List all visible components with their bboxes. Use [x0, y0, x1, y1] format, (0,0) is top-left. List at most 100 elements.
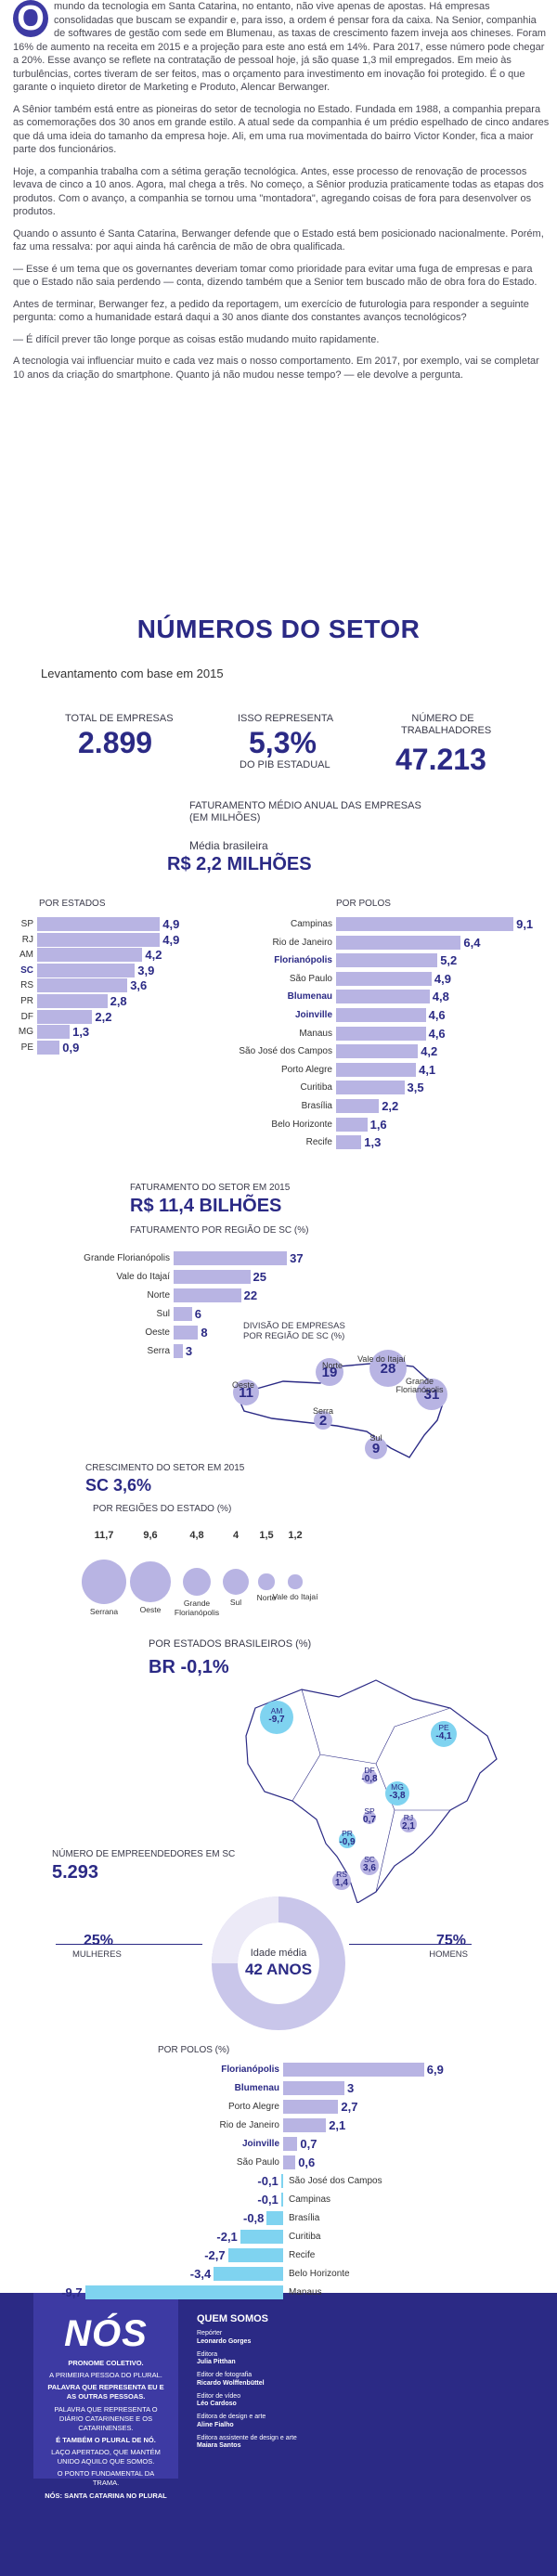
pib-value: 5,3% [249, 726, 317, 759]
gender-donut [212, 1896, 345, 2030]
bar-label: Vale do Itajaí [116, 1272, 170, 1282]
sc-region-label: Vale do Itajaí [357, 1354, 406, 1364]
bar-label: RS [20, 980, 33, 991]
sector-value: R$ 11,4 BILHÕES [130, 1196, 282, 1216]
bar-label: Manaus [289, 2287, 322, 2298]
survey-note: Levantamento com base em 2015 [41, 667, 224, 680]
br-state-name: MG [391, 1782, 404, 1792]
bar-value: -0,8 [242, 2211, 265, 2225]
bar-label: Rio de Janeiro [219, 2120, 279, 2130]
footer-manifesto-line: NÓS: SANTA CATARINA NO PLURAL [45, 2491, 167, 2500]
br-state-bubble [260, 1701, 293, 1734]
by-state-label: POR ESTADOS [39, 899, 106, 909]
credits-list: Repórter Leonardo Gorges Editora Julia Pitt… [197, 2330, 345, 2455]
bar-label: São José dos Campos [239, 1046, 332, 1057]
bar-label: São Paulo [289, 973, 332, 984]
bar-label: Florianópolis [274, 955, 332, 966]
bar-value: -0,1 [257, 2174, 278, 2188]
bar-label: PR [20, 996, 33, 1006]
bar-label: Florianópolis [221, 2065, 279, 2075]
bar [37, 1009, 93, 1024]
bar-value: -3,4 [189, 2267, 212, 2281]
sc-region-label: Grande Florianópolis [395, 1377, 444, 1395]
section-title: NÚMEROS DO SETOR [136, 615, 421, 643]
footer-brand-panel: NÓS PRONOME COLETIVO. A PRIMEIRA PESSOA D… [33, 2293, 178, 2500]
growth-by-region-label: POR REGIÕES DO ESTADO (%) [93, 1504, 232, 1514]
bar-value: 4,1 [419, 1062, 436, 1077]
growth-bubble [82, 1560, 126, 1604]
bar-value: 2,1 [329, 2118, 346, 2132]
bar-value: 3 [347, 2081, 355, 2095]
bar [336, 953, 438, 968]
br-state-bubble [339, 1832, 356, 1848]
bar-value: 2,2 [382, 1099, 399, 1113]
credit-entry: Editora de design e arte Aline Fialho [197, 2414, 345, 2430]
bar-value: 5,2 [440, 953, 458, 968]
bar [336, 990, 430, 1004]
bar [336, 971, 432, 986]
footer-logo: NÓS [64, 2313, 148, 2354]
bar-value: 0,6 [298, 2155, 316, 2169]
bar [37, 963, 136, 977]
bar-label: Curitiba [300, 1082, 332, 1094]
sc-region-label: Norte [321, 1361, 343, 1370]
bar [84, 2285, 283, 2299]
br-state-name: AM [270, 1706, 283, 1715]
bar [37, 978, 128, 993]
avg-label: Média brasileira [189, 839, 268, 852]
bar [174, 1326, 199, 1340]
bar-label: RJ [21, 934, 33, 945]
credit-role: Editora de design e arte [197, 2414, 266, 2420]
men-pct: 75% [435, 1933, 466, 1948]
bar-value: -2,1 [216, 2230, 238, 2244]
bar-value: 1,3 [364, 1135, 382, 1150]
bar [266, 2211, 283, 2225]
bar-value: -9,7 [61, 2285, 83, 2299]
bar-label: Belo Horizonte [271, 1119, 332, 1130]
bar-label: Oeste [145, 1327, 170, 1338]
bar-label: Manaus [299, 1028, 332, 1039]
bar [336, 935, 461, 950]
credit-entry: Editor de vídeo Léo Cardoso [197, 2393, 345, 2410]
credit-entry: Editora Julia Pitthan [197, 2351, 345, 2368]
bar [240, 2230, 283, 2244]
br-state-bubble [431, 1721, 457, 1747]
bar-value: 25 [253, 1270, 266, 1284]
bar [174, 1251, 288, 1265]
credit-name: Maiara Santos [197, 2442, 241, 2450]
br-title: POR ESTADOS BRASILEIROS (%) [149, 1638, 312, 1650]
bar-label: SC [20, 964, 33, 976]
sc-region-value: 2 [318, 1413, 328, 1429]
br-state-name: RJ [403, 1813, 414, 1822]
bar [37, 1025, 71, 1040]
sc-region-label: Serra [312, 1406, 333, 1416]
credit-name: Julia Pitthan [197, 2359, 236, 2366]
bar-label: Brasília [301, 1101, 332, 1111]
br-state-bubble [363, 1811, 376, 1824]
credit-entry: Editor de fotografia Ricardo Wolffenbütte… [197, 2372, 345, 2388]
bar [174, 1288, 241, 1302]
pib-sub: DO PIB ESTADUAL [240, 759, 330, 770]
credit-name: Aline Fialho [197, 2421, 234, 2428]
br-state-value: 1,4 [335, 1878, 348, 1888]
growth-value: 11,7 [94, 1530, 114, 1541]
growth-label: Serrana [89, 1606, 119, 1616]
bar-label: Grande Florianópolis [84, 1253, 170, 1263]
bar-label: Blumenau [287, 991, 332, 1003]
bar-value: 6,4 [463, 935, 481, 950]
bar-value: 4,6 [428, 1026, 446, 1041]
workers-label: NÚMERO DE TRABALHADORES [401, 713, 492, 737]
growth-value: 1,5 [259, 1530, 274, 1541]
br-state-value: -3,8 [389, 1791, 406, 1801]
workers-value: 47.213 [395, 743, 486, 776]
bar [283, 2155, 296, 2169]
br-state-value: -0,8 [361, 1774, 378, 1784]
bar-value: 3 [185, 1344, 193, 1358]
brazil-map [245, 1679, 498, 1903]
bar-value: 0,9 [62, 1040, 80, 1055]
sc-region-value: 11 [239, 1385, 253, 1401]
sector-title: FATURAMENTO DO SETOR EM 2015 [130, 1183, 291, 1193]
bar [37, 1040, 60, 1055]
avg-value: R$ 2,2 MILHÕES [167, 854, 312, 874]
bar-value: 1,6 [369, 1117, 387, 1132]
